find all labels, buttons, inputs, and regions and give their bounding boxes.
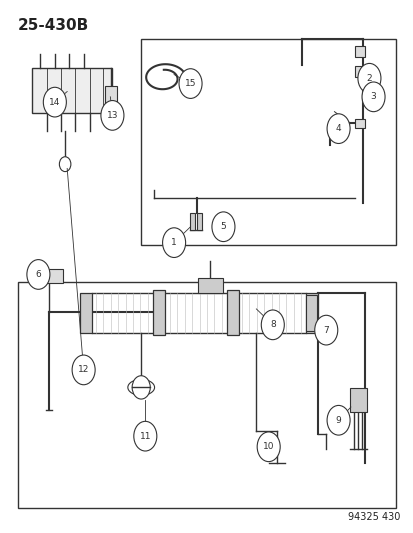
Text: 94325 430: 94325 430 <box>347 512 399 522</box>
Circle shape <box>261 310 284 340</box>
Bar <box>197 214 202 230</box>
Bar <box>35 269 63 284</box>
Text: 13: 13 <box>107 111 118 120</box>
Bar <box>354 119 364 127</box>
Text: 6: 6 <box>36 270 41 279</box>
Bar <box>197 278 222 293</box>
Text: 15: 15 <box>184 79 196 88</box>
Circle shape <box>101 101 123 130</box>
Text: 2: 2 <box>366 74 371 83</box>
Circle shape <box>133 421 157 451</box>
Circle shape <box>72 355 95 385</box>
Bar <box>305 293 317 333</box>
Text: 25-430B: 25-430B <box>18 18 89 34</box>
Circle shape <box>256 432 280 462</box>
Text: 10: 10 <box>262 442 274 451</box>
Text: 11: 11 <box>139 432 151 441</box>
Circle shape <box>357 63 380 93</box>
Circle shape <box>59 157 71 172</box>
Circle shape <box>314 316 337 345</box>
Bar <box>305 295 316 331</box>
Bar <box>354 66 364 77</box>
Text: 5: 5 <box>220 222 226 231</box>
Circle shape <box>132 376 150 399</box>
Bar <box>189 214 195 230</box>
Text: 14: 14 <box>49 98 60 107</box>
Circle shape <box>27 260 50 289</box>
Text: 4: 4 <box>335 124 341 133</box>
Circle shape <box>361 82 384 112</box>
Bar <box>152 290 165 335</box>
Text: 7: 7 <box>323 326 328 335</box>
Circle shape <box>162 228 185 257</box>
Text: 12: 12 <box>78 366 89 374</box>
Text: 9: 9 <box>335 416 341 425</box>
Ellipse shape <box>128 379 154 395</box>
Circle shape <box>211 212 235 241</box>
Circle shape <box>326 114 349 143</box>
Bar <box>79 293 92 333</box>
Circle shape <box>43 87 66 117</box>
Text: 3: 3 <box>370 92 375 101</box>
Bar <box>105 86 117 108</box>
Bar <box>354 46 364 57</box>
Bar <box>18 282 395 508</box>
Bar <box>226 290 238 335</box>
Circle shape <box>326 406 349 435</box>
Bar <box>349 389 366 413</box>
Circle shape <box>178 69 202 99</box>
Bar <box>32 68 112 113</box>
Bar <box>141 38 395 245</box>
Text: 1: 1 <box>171 238 176 247</box>
Text: 8: 8 <box>269 320 275 329</box>
